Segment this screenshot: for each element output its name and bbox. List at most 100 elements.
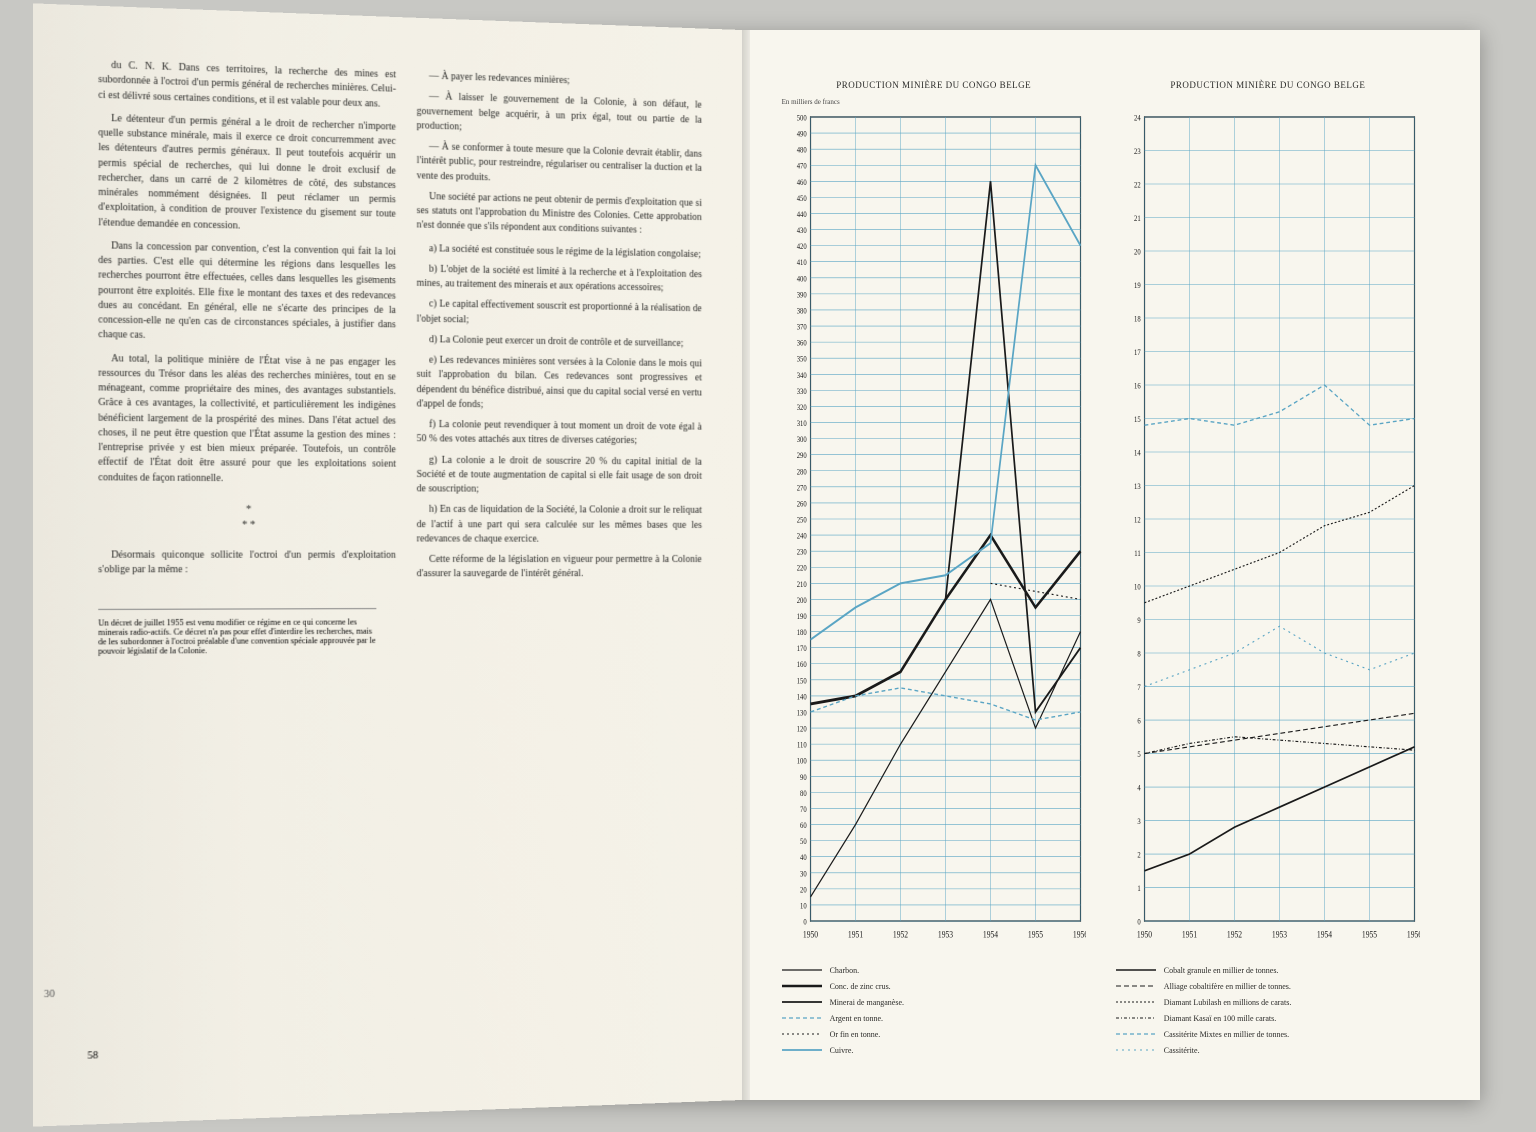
svg-text:15: 15 <box>1134 414 1141 424</box>
svg-text:8: 8 <box>1137 649 1141 659</box>
svg-text:5: 5 <box>1137 749 1141 759</box>
svg-text:150: 150 <box>796 676 806 686</box>
svg-text:1954: 1954 <box>983 929 999 940</box>
svg-text:500: 500 <box>796 113 806 123</box>
right-page: PRODUCTION MINIÈRE DU CONGO BELGE En mil… <box>742 30 1480 1100</box>
svg-text:110: 110 <box>797 740 807 750</box>
svg-text:380: 380 <box>796 306 806 316</box>
list-item: b) L'objet de la société est limité à la… <box>417 262 702 297</box>
svg-text:22: 22 <box>1134 180 1141 190</box>
chart-1-title: PRODUCTION MINIÈRE DU CONGO BELGE <box>782 80 1086 90</box>
legend-item: Cuivre. <box>782 1044 1086 1056</box>
chart-2-legend: Cobalt granule en millier de tonnes.Alli… <box>1116 964 1420 1060</box>
svg-text:17: 17 <box>1134 347 1141 357</box>
svg-text:230: 230 <box>796 547 806 557</box>
prev-page-number: 30 <box>44 988 55 1000</box>
svg-text:330: 330 <box>796 386 806 396</box>
chart-1-subtitle: En milliers de francs <box>782 98 1086 106</box>
svg-text:30: 30 <box>800 869 807 879</box>
svg-text:1953: 1953 <box>938 929 953 940</box>
svg-text:450: 450 <box>796 193 806 203</box>
svg-text:1951: 1951 <box>1182 929 1197 940</box>
svg-text:440: 440 <box>796 209 806 219</box>
list-item: f) La colonie peut revendiquer à tout mo… <box>417 418 702 449</box>
svg-text:390: 390 <box>796 290 806 300</box>
svg-text:490: 490 <box>796 129 806 139</box>
svg-text:1955: 1955 <box>1362 929 1377 940</box>
svg-text:130: 130 <box>796 708 806 718</box>
svg-text:1955: 1955 <box>1027 929 1042 940</box>
svg-text:1953: 1953 <box>1272 929 1287 940</box>
svg-text:1954: 1954 <box>1317 929 1333 940</box>
chart-1-legend: Charbon.Conc. de zinc crus.Minerai de ma… <box>782 964 1086 1060</box>
chart-1: 0102030405060708090100110120130140150160… <box>782 110 1086 949</box>
svg-text:480: 480 <box>796 145 806 155</box>
svg-text:460: 460 <box>796 177 806 187</box>
paragraph: Désormais quiconque sollicite l'octroi d… <box>98 548 396 578</box>
svg-text:24: 24 <box>1134 113 1141 123</box>
svg-text:250: 250 <box>796 515 806 525</box>
page-number: 58 <box>87 1050 98 1062</box>
chart-2-title: PRODUCTION MINIÈRE DU CONGO BELGE <box>1116 80 1420 90</box>
paragraph: Au total, la politique minière de l'État… <box>98 351 396 487</box>
svg-text:430: 430 <box>796 225 806 235</box>
svg-text:210: 210 <box>796 579 806 589</box>
svg-text:100: 100 <box>796 756 806 766</box>
svg-text:240: 240 <box>796 531 806 541</box>
svg-text:1956: 1956 <box>1072 929 1085 940</box>
svg-text:410: 410 <box>796 258 806 268</box>
svg-text:470: 470 <box>796 161 806 171</box>
svg-text:190: 190 <box>796 611 806 621</box>
legend-item: Or fin en tonne. <box>782 1028 1086 1040</box>
svg-text:180: 180 <box>796 627 806 637</box>
svg-text:200: 200 <box>796 595 806 605</box>
paragraph: du C. N. K. Dans ces territoires, la rec… <box>98 58 396 112</box>
svg-text:20: 20 <box>800 885 807 895</box>
svg-text:12: 12 <box>1134 515 1141 525</box>
svg-text:6: 6 <box>1137 716 1141 726</box>
list-item: c) Le capital effectivement souscrit est… <box>417 297 702 331</box>
svg-text:2: 2 <box>1137 850 1141 860</box>
svg-text:1950: 1950 <box>1137 929 1152 940</box>
svg-text:16: 16 <box>1134 381 1141 391</box>
svg-text:1952: 1952 <box>893 929 908 940</box>
svg-text:290: 290 <box>796 451 806 461</box>
svg-text:90: 90 <box>800 772 807 782</box>
paragraph: Dans la concession par convention, c'est… <box>98 239 396 348</box>
svg-text:18: 18 <box>1134 314 1141 324</box>
svg-text:170: 170 <box>796 643 806 653</box>
svg-text:10: 10 <box>1134 582 1141 592</box>
svg-text:0: 0 <box>803 917 807 927</box>
paragraph: Le détenteur d'un permis général a le dr… <box>98 111 396 237</box>
list-item: — À laisser le gouvernement de la Coloni… <box>417 90 702 142</box>
list-item: e) Les redevances minières sont versées … <box>417 353 702 414</box>
svg-text:13: 13 <box>1134 481 1141 491</box>
list-item: g) La colonie a le droit de souscrire 20… <box>417 453 702 498</box>
svg-text:370: 370 <box>796 322 806 332</box>
legend-item: Alliage cobaltifère en millier de tonnes… <box>1116 980 1420 992</box>
list-item: a) La société est constituée sous le rég… <box>417 241 702 262</box>
svg-text:19: 19 <box>1134 280 1141 290</box>
svg-text:400: 400 <box>796 274 806 284</box>
svg-text:1952: 1952 <box>1227 929 1242 940</box>
svg-text:1: 1 <box>1137 883 1141 893</box>
legend-item: Diamant Lubilash en millions de carats. <box>1116 996 1420 1008</box>
svg-text:300: 300 <box>796 434 806 444</box>
legend-item: Charbon. <box>782 964 1086 976</box>
svg-text:3: 3 <box>1137 816 1141 826</box>
svg-text:120: 120 <box>796 724 806 734</box>
svg-text:350: 350 <box>796 354 806 364</box>
svg-text:1956: 1956 <box>1407 929 1420 940</box>
svg-text:80: 80 <box>800 788 807 798</box>
legend-item: Argent en tonne. <box>782 1012 1086 1024</box>
svg-text:70: 70 <box>800 804 807 814</box>
paragraph: Cette réforme de la législation en vigue… <box>417 553 702 582</box>
svg-text:320: 320 <box>796 402 806 412</box>
book-spine <box>742 30 750 1100</box>
svg-text:420: 420 <box>796 241 806 251</box>
svg-text:40: 40 <box>800 853 807 863</box>
svg-text:4: 4 <box>1137 783 1141 793</box>
body-text: du C. N. K. Dans ces territoires, la rec… <box>98 58 702 588</box>
svg-text:140: 140 <box>796 692 806 702</box>
svg-text:11: 11 <box>1134 548 1141 558</box>
